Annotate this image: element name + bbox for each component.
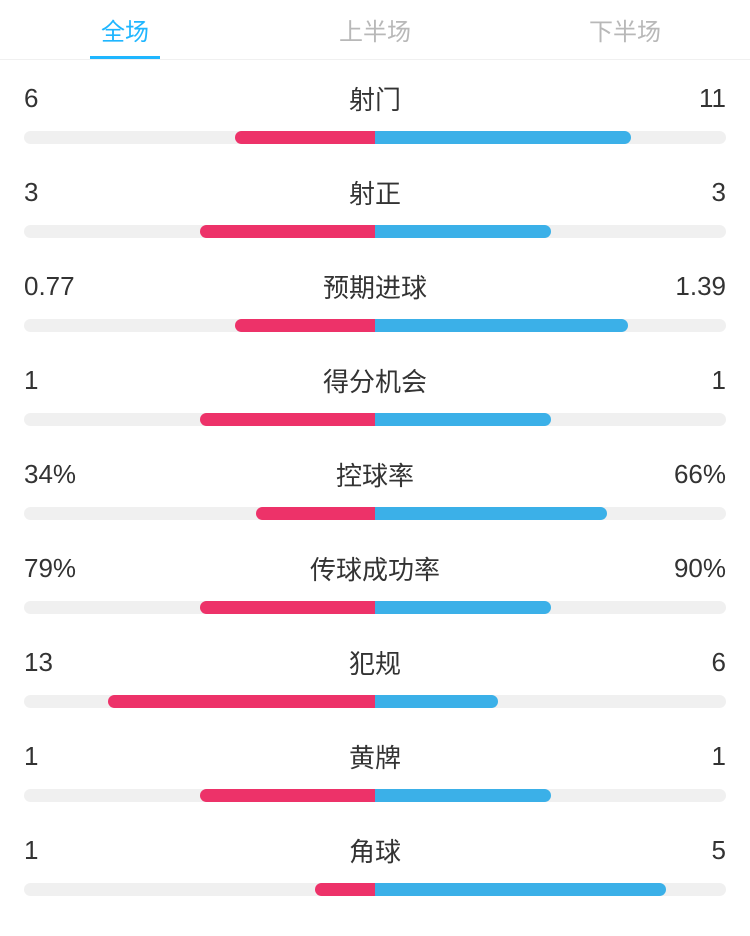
stat-right-value: 6 [666, 647, 726, 678]
stat-label: 角球 [84, 832, 666, 869]
bar-left-half [24, 319, 375, 332]
stat-right-value: 1 [666, 741, 726, 772]
stat-header: 1角球5 [24, 832, 726, 869]
bar-right-fill [375, 695, 498, 708]
bar-right-half [375, 789, 726, 802]
bar-left-fill [108, 695, 375, 708]
stat-row: 1得分机会1 [24, 362, 726, 426]
bar-right-fill [375, 413, 551, 426]
stat-bar [24, 413, 726, 426]
bar-left-fill [235, 319, 375, 332]
bar-left-half [24, 131, 375, 144]
stat-row: 3射正3 [24, 174, 726, 238]
stat-left-value: 79% [24, 553, 84, 584]
bar-left-fill [200, 789, 376, 802]
bar-left-half [24, 413, 375, 426]
bar-right-half [375, 695, 726, 708]
tab-full-match[interactable]: 全场 [0, 0, 250, 59]
stat-label: 预期进球 [84, 268, 666, 305]
tab-label: 全场 [101, 12, 149, 47]
bar-right-fill [375, 789, 551, 802]
stat-row: 1角球5 [24, 832, 726, 896]
stat-header: 0.77预期进球1.39 [24, 268, 726, 305]
bar-right-half [375, 601, 726, 614]
stat-right-value: 1.39 [666, 271, 726, 302]
tab-first-half[interactable]: 上半场 [250, 0, 500, 59]
stat-left-value: 1 [24, 365, 84, 396]
stat-right-value: 1 [666, 365, 726, 396]
bar-left-half [24, 507, 375, 520]
stat-bar [24, 507, 726, 520]
bar-right-half [375, 413, 726, 426]
stat-left-value: 1 [24, 835, 84, 866]
stat-left-value: 0.77 [24, 271, 84, 302]
stat-right-value: 90% [666, 553, 726, 584]
bar-right-half [375, 131, 726, 144]
stat-row: 79%传球成功率90% [24, 550, 726, 614]
stat-row: 6射门11 [24, 80, 726, 144]
bar-right-half [375, 883, 726, 896]
bar-left-fill [235, 131, 375, 144]
bar-right-fill [375, 319, 628, 332]
stat-bar [24, 131, 726, 144]
bar-left-fill [200, 601, 376, 614]
stat-right-value: 3 [666, 177, 726, 208]
bar-left-fill [315, 883, 375, 896]
stat-bar [24, 319, 726, 332]
stat-label: 射门 [84, 80, 666, 117]
bar-right-fill [375, 507, 607, 520]
bar-right-half [375, 319, 726, 332]
stat-header: 6射门11 [24, 80, 726, 117]
stat-left-value: 1 [24, 741, 84, 772]
bar-right-fill [375, 225, 551, 238]
stats-tabs: 全场 上半场 下半场 [0, 0, 750, 60]
stat-label: 犯规 [84, 644, 666, 681]
stat-label: 得分机会 [84, 362, 666, 399]
bar-right-fill [375, 883, 666, 896]
bar-right-half [375, 507, 726, 520]
bar-right-half [375, 225, 726, 238]
stat-row: 1黄牌1 [24, 738, 726, 802]
stats-list: 6射门113射正30.77预期进球1.391得分机会134%控球率66%79%传… [0, 60, 750, 936]
stat-right-value: 11 [666, 83, 726, 114]
bar-right-fill [375, 131, 631, 144]
bar-left-fill [200, 413, 376, 426]
tab-label: 下半场 [589, 12, 661, 47]
stat-header: 34%控球率66% [24, 456, 726, 493]
stat-bar [24, 789, 726, 802]
bar-left-half [24, 695, 375, 708]
stat-header: 13犯规6 [24, 644, 726, 681]
stat-header: 1黄牌1 [24, 738, 726, 775]
stat-bar [24, 695, 726, 708]
stat-header: 79%传球成功率90% [24, 550, 726, 587]
stat-left-value: 34% [24, 459, 84, 490]
stat-label: 传球成功率 [84, 550, 666, 587]
tab-label: 上半场 [339, 12, 411, 47]
stat-left-value: 13 [24, 647, 84, 678]
bar-left-fill [256, 507, 375, 520]
stat-bar [24, 601, 726, 614]
tab-second-half[interactable]: 下半场 [500, 0, 750, 59]
stat-header: 3射正3 [24, 174, 726, 211]
stat-header: 1得分机会1 [24, 362, 726, 399]
bar-left-fill [200, 225, 376, 238]
stat-right-value: 66% [666, 459, 726, 490]
stat-bar [24, 883, 726, 896]
stat-label: 射正 [84, 174, 666, 211]
stat-label: 黄牌 [84, 738, 666, 775]
stat-bar [24, 225, 726, 238]
stat-row: 13犯规6 [24, 644, 726, 708]
bar-right-fill [375, 601, 551, 614]
bar-left-half [24, 789, 375, 802]
bar-left-half [24, 601, 375, 614]
stat-label: 控球率 [84, 456, 666, 493]
stat-row: 0.77预期进球1.39 [24, 268, 726, 332]
bar-left-half [24, 225, 375, 238]
stat-left-value: 6 [24, 83, 84, 114]
bar-left-half [24, 883, 375, 896]
stat-left-value: 3 [24, 177, 84, 208]
stat-right-value: 5 [666, 835, 726, 866]
stat-row: 34%控球率66% [24, 456, 726, 520]
